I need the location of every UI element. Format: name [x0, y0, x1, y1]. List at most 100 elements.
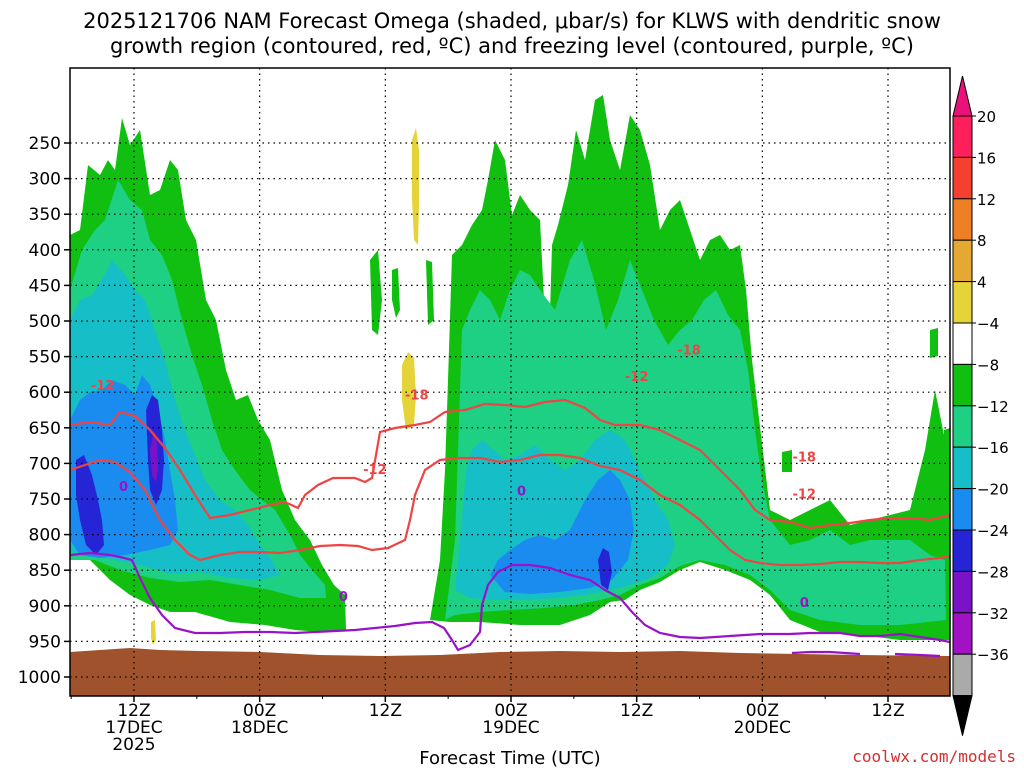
- omega-region-green-edge-1: [930, 328, 938, 358]
- colorbar-swatch-10: [952, 529, 973, 572]
- terrain-fill: [70, 648, 950, 696]
- y-tick-label-500: 500: [29, 312, 61, 332]
- colorbar-swatch-7: [952, 405, 973, 448]
- freezing-contour-0-c: [894, 652, 941, 658]
- dgz-contours: [70, 398, 950, 567]
- y-tick-label-350: 350: [29, 205, 61, 225]
- colorbar-swatch-1: [952, 156, 973, 200]
- colorbar-swatch-12: [952, 612, 973, 655]
- omega-region-green-blob-1: [370, 250, 382, 335]
- colorbar-label-8: −16: [977, 439, 1009, 457]
- y-tick-label-400: 400: [29, 241, 61, 261]
- freezing-contours: [70, 551, 950, 658]
- colorbar-swatch-5: [952, 322, 973, 365]
- colorbar: 20 16 12 8 4 −4 −8 −12 −16 −20 −24 −28 −32 −36: [952, 75, 1009, 736]
- colorbar-swatch-11: [952, 570, 973, 614]
- freezing-contour-0: [70, 551, 950, 652]
- y-tick-label-850: 850: [29, 561, 61, 581]
- x-tick-label-0-2: 2025: [112, 735, 155, 755]
- colorbar-top-arrow: [952, 75, 973, 117]
- dgz-contour-minus12: [70, 453, 950, 567]
- y-tick-label-650: 650: [29, 419, 61, 439]
- x-tick-label-0-1: 17DEC: [105, 718, 162, 738]
- x-tick-label-6-0: 12Z: [871, 701, 904, 721]
- y-tick-label-450: 450: [29, 276, 61, 296]
- x-axis-label: Forecast Time (UTC): [419, 748, 600, 768]
- credit-text: coolwx.com/models: [852, 747, 1016, 766]
- contour-label-10: 0: [800, 596, 809, 611]
- colorbar-label-7: −12: [977, 398, 1009, 416]
- colorbar-swatch-6: [952, 363, 973, 407]
- contour-label-5: -18: [792, 450, 816, 465]
- y-tick-label-250: 250: [29, 134, 61, 154]
- omega-region-green-edge-3: [944, 428, 950, 480]
- colorbar-swatch-4: [952, 281, 973, 324]
- omega-region-green-edge-2: [782, 450, 792, 472]
- colorbar-label-13: −36: [977, 646, 1009, 664]
- colorbar-swatch-0: [952, 115, 973, 158]
- omega-region-yellow-2: [402, 352, 416, 430]
- x-tick-label-5-0: 00Z: [746, 701, 779, 721]
- x-tick-label-1-1: 18DEC: [231, 718, 288, 738]
- omega-region-blue-right: [490, 470, 634, 594]
- grid-horizontal: [70, 142, 950, 678]
- colorbar-label-4: 4: [977, 274, 987, 292]
- x-tick-label-2-0: 12Z: [369, 701, 402, 721]
- colorbar-bottom-arrow: [952, 695, 973, 736]
- chart-title-line-2: growth region (contoured, red, ºC) and f…: [110, 34, 914, 58]
- colorbar-swatch-3: [952, 239, 973, 283]
- contour-label-9: 0: [517, 484, 526, 499]
- contour-label-4: -12: [625, 370, 649, 385]
- contour-label-2: -12: [363, 463, 387, 478]
- omega-region-darkblue-core-3: [598, 548, 612, 590]
- colorbar-label-1: 16: [977, 149, 996, 167]
- contour-label-0: -12: [91, 379, 115, 394]
- y-tick-label-1000: 1000: [18, 668, 61, 688]
- colorbar-label-6: −8: [977, 356, 999, 374]
- colorbar-label-11: −28: [977, 563, 1009, 581]
- colorbar-label-5: −4: [977, 315, 999, 333]
- plot-frame: [69, 67, 951, 697]
- colorbar-label-2: 12: [977, 191, 996, 209]
- colorbar-swatch-2: [952, 198, 973, 241]
- y-tick-label-750: 750: [29, 490, 61, 510]
- colorbar-swatch-13: [952, 653, 973, 697]
- omega-region-green-blob-2: [392, 268, 400, 318]
- y-tick-label-700: 700: [29, 454, 61, 474]
- colorbar-swatch-9: [952, 488, 973, 531]
- x-tick-label-1-0: 00Z: [243, 701, 276, 721]
- contour-labels: -12 -18 -12 -18 -12 -18 -12 0 0 0 0: [91, 343, 816, 611]
- dgz-contour-minus18: [70, 398, 950, 530]
- x-tick-label-4-0: 12Z: [620, 701, 653, 721]
- x-tick-label-3-1: 19DEC: [482, 718, 539, 738]
- y-tick-label-600: 600: [29, 383, 61, 403]
- y-tick-label-550: 550: [29, 348, 61, 368]
- y-tick-label-300: 300: [29, 170, 61, 190]
- freezing-contour-0-b: [791, 650, 861, 656]
- colorbar-swatch-8: [952, 446, 973, 490]
- contour-label-6: -12: [792, 487, 816, 502]
- contour-label-1: -18: [405, 388, 429, 403]
- contour-label-3: -18: [677, 343, 701, 358]
- y-tick-label-800: 800: [29, 526, 61, 546]
- omega-region-yellow-3: [151, 620, 156, 645]
- omega-region-darkblue-core-1: [76, 455, 104, 555]
- colorbar-label-0: 20: [977, 108, 996, 126]
- grid-vertical: [133, 68, 889, 696]
- contour-label-8: 0: [339, 590, 348, 605]
- colorbar-label-10: −24: [977, 522, 1009, 540]
- colorbar-label-3: 8: [977, 232, 987, 250]
- omega-region-green-blob-3: [426, 260, 434, 325]
- x-tick-label-3-0: 00Z: [494, 701, 527, 721]
- y-axis-ticks: 250 300 350 400 450 500 550 600 650 700 750 800 850 9…: [18, 134, 70, 688]
- y-tick-label-950: 950: [29, 632, 61, 652]
- x-tick-label-0-0: 12Z: [117, 701, 150, 721]
- chart-title-line-1: 2025121706 NAM Forecast Omega (shaded, μ…: [83, 9, 941, 33]
- omega-region-purple-core: [150, 430, 158, 482]
- colorbar-label-9: −20: [977, 481, 1009, 499]
- y-tick-label-900: 900: [29, 597, 61, 617]
- colorbar-label-12: −32: [977, 605, 1009, 623]
- contour-label-7: 0: [119, 480, 128, 495]
